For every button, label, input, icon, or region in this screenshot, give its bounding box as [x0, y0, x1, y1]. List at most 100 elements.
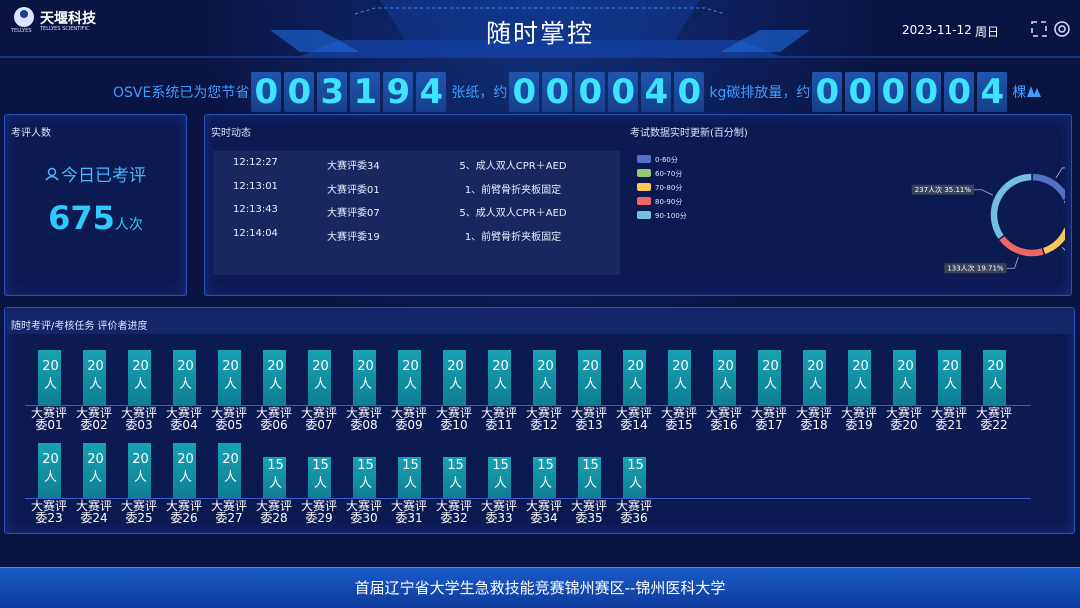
carbon-unit: kg碳排放量，约	[709, 85, 811, 101]
bar: 20人	[262, 350, 286, 405]
panel-header	[5, 308, 1074, 334]
chart-title: 考试数据实时更新(百分制)	[630, 128, 748, 139]
data-label: 20人	[762, 358, 779, 392]
counter-prefix: OSVE系统已为您节省	[113, 85, 250, 101]
table-cell: 大赛评委07	[327, 208, 380, 219]
date: 2023-11-12	[902, 23, 972, 37]
count-row: 675人次	[5, 199, 186, 237]
progress-panel: 随时考评/考核任务 评价者进度 20人 大赛评委01 20人 大赛评委02 20人 大赛评…	[4, 307, 1075, 534]
bar: 20人	[982, 350, 1006, 405]
baseline	[25, 405, 1031, 406]
x-tick-label: 大赛评委12	[525, 406, 562, 432]
bar: 20人	[307, 350, 331, 405]
digit: 3	[317, 72, 348, 112]
digit: 0	[284, 72, 315, 112]
x-tick-label: 大赛评委29	[300, 499, 337, 525]
realtime-table: 12:12:27 大赛评委34 5、成人双人CPR＋AED 12:13:01 大赛评委0…	[213, 151, 620, 275]
x-tick-label: 大赛评委17	[750, 406, 787, 432]
bar: 15人	[397, 456, 421, 498]
data-label: 20人	[222, 358, 239, 392]
digit: 0	[674, 72, 705, 112]
legend-label: 80-90分	[655, 197, 682, 206]
data-label: 20人	[177, 358, 194, 392]
data-label: 15人	[312, 458, 329, 492]
data-label: 15人	[492, 458, 509, 492]
bar: 20人	[82, 443, 106, 498]
x-tick-label: 大赛评委27	[210, 499, 247, 525]
bar: 20人	[937, 350, 961, 405]
exam-count-panel: 考评人数 今日已考评 675人次	[4, 114, 187, 296]
page-title: 随时掌控	[485, 19, 594, 48]
bar: 20人	[757, 350, 781, 405]
bar: 20人	[532, 350, 556, 405]
bar: 20人	[217, 443, 241, 498]
legend-swatch	[637, 155, 651, 163]
x-tick-label: 大赛评委33	[480, 499, 517, 525]
label-box	[911, 184, 975, 195]
x-tick-label: 大赛评委01	[30, 406, 67, 432]
x-tick-label: 大赛评委21	[930, 406, 967, 432]
bar: 20人	[667, 350, 691, 405]
table-cell: 大赛评委01	[327, 184, 380, 196]
data-label: 20人	[672, 358, 689, 392]
x-tick-label: 大赛评委35	[570, 499, 607, 525]
table-cell: 1、前臂骨折夹板固定	[464, 184, 562, 196]
count-unit: 人次	[114, 217, 143, 233]
data-label: 20人	[222, 451, 239, 485]
bar: 20人	[577, 350, 601, 405]
x-tick-label: 大赛评委05	[210, 406, 247, 432]
data-label: 20人	[627, 358, 644, 392]
x-tick-label: 大赛评委34	[525, 499, 562, 525]
count-value: 675	[48, 199, 115, 237]
data-label: 20人	[132, 358, 149, 392]
x-tick-label: 大赛评委07	[300, 406, 337, 432]
bar: 15人	[442, 456, 466, 498]
data-label: 20人	[87, 451, 104, 485]
bar: 20人	[352, 350, 376, 405]
data-label: 20人	[582, 358, 599, 392]
data-label: 15人	[267, 458, 284, 492]
data-label: 20人	[897, 358, 914, 392]
legend-label: 90-100分	[655, 211, 687, 220]
bar: 20人	[802, 350, 826, 405]
bar: 20人	[172, 350, 196, 405]
bar: 15人	[532, 456, 556, 498]
x-tick-label: 大赛评委24	[75, 499, 112, 525]
bar: 20人	[127, 350, 151, 405]
bar: 15人	[352, 456, 376, 498]
logo-sub: TELLYES SCIENTIFIC	[40, 26, 90, 32]
digit: 4	[641, 72, 672, 112]
legend-label: 0-60分	[655, 155, 678, 164]
digit: 0	[608, 72, 639, 112]
digit: 0	[812, 72, 843, 112]
data-label: 20人	[357, 358, 374, 392]
footer-text: 首届辽宁省大学生急救技能竞赛锦州赛区--锦州医科大学	[354, 579, 726, 597]
data-label: 15人	[402, 458, 419, 492]
data-label: 15人	[582, 458, 599, 492]
panel-title: 考评人数	[11, 128, 51, 139]
data-label: 20人	[132, 451, 149, 485]
panel-title: 实时动态	[211, 128, 251, 139]
legend-label: 60-70分	[655, 169, 682, 178]
data-label: 20人	[177, 451, 194, 485]
digit: 0	[845, 72, 876, 112]
data-label: 20人	[447, 358, 464, 392]
tree-unit: 棵	[1012, 85, 1027, 101]
bar: 20人	[37, 350, 61, 405]
digit: 0	[542, 72, 573, 112]
data-label: 20人	[267, 358, 284, 392]
count-label-row: 今日已考评	[5, 161, 186, 186]
x-tick-label: 大赛评委23	[30, 499, 67, 525]
bar: 20人	[217, 350, 241, 405]
bar: 20人	[82, 350, 106, 405]
label-box	[944, 263, 1007, 274]
tree-icon	[1027, 86, 1042, 97]
bar: 20人	[847, 350, 871, 405]
data-label: 15人	[447, 458, 464, 492]
legend-swatch	[637, 211, 651, 219]
table-cell: 5、成人双人CPR＋AED	[459, 208, 567, 219]
data-label: 20人	[942, 358, 959, 392]
